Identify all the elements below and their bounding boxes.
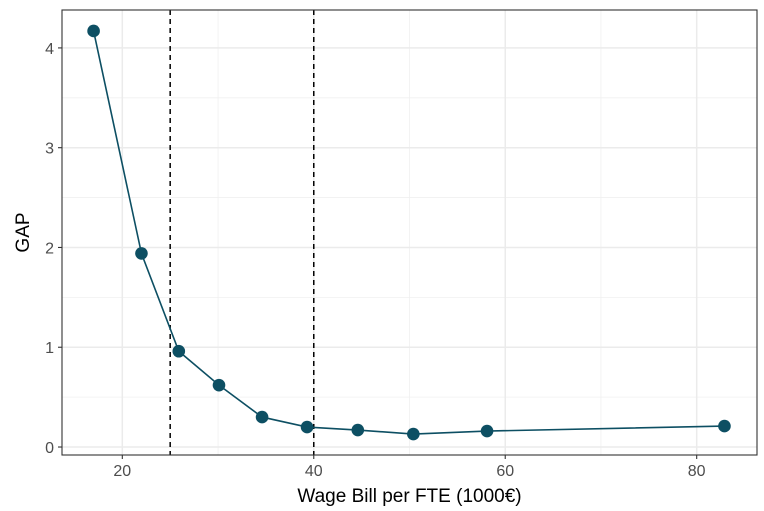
data-point [87, 24, 100, 38]
y-tick-label: 4 [45, 41, 54, 58]
data-point [407, 427, 420, 441]
x-tick-label: 20 [113, 463, 131, 480]
series-line [92, 30, 725, 435]
x-tick-label: 80 [688, 463, 706, 480]
x-axis-ticks: 20 40 60 80 [113, 455, 706, 480]
data-point [212, 378, 226, 392]
data-point [135, 247, 148, 260]
y-tick-label: 2 [45, 240, 54, 257]
x-axis-title: Wage Bill per FTE (1000€) [297, 486, 521, 507]
y-axis-ticks: 0 1 2 3 4 [45, 41, 62, 457]
y-axis-title: GAP [13, 212, 34, 252]
x-tick-label: 60 [496, 463, 514, 480]
x-tick-label: 40 [305, 463, 323, 480]
data-series [87, 24, 731, 441]
reference-lines [169, 10, 315, 455]
y-tick-label: 0 [45, 440, 54, 457]
data-point [351, 423, 365, 437]
grid-lines [62, 10, 757, 455]
data-point [255, 410, 269, 424]
plot-panel-border [61, 9, 758, 456]
data-point [172, 344, 186, 358]
data-point [300, 420, 314, 434]
y-tick-label: 3 [45, 141, 54, 158]
data-point [480, 424, 494, 438]
y-tick-label: 1 [45, 340, 54, 357]
data-point [718, 419, 731, 433]
